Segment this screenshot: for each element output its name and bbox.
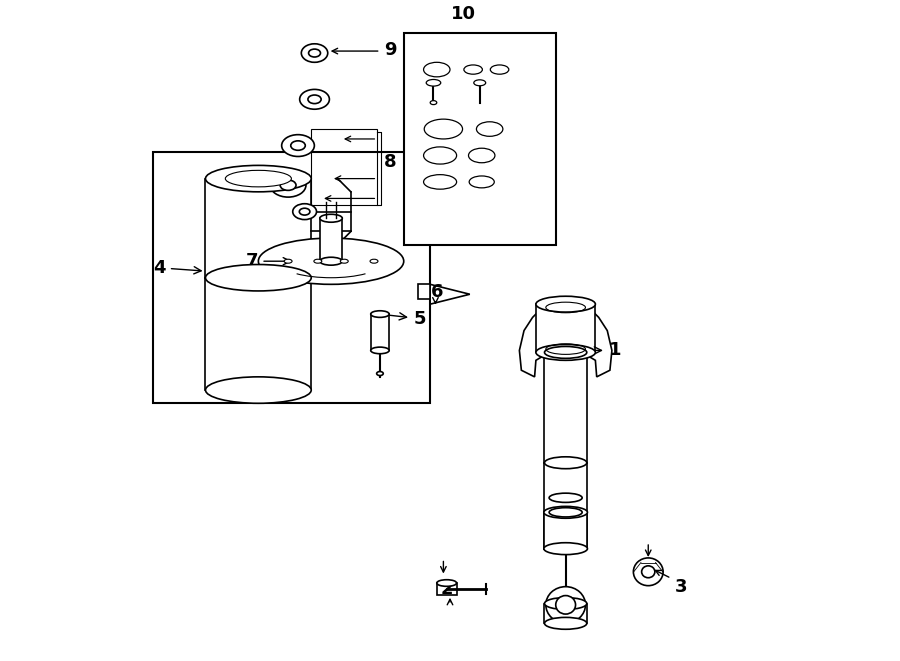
Ellipse shape [469, 176, 494, 188]
PathPatch shape [582, 304, 612, 377]
Ellipse shape [308, 95, 321, 104]
Ellipse shape [545, 587, 586, 623]
Ellipse shape [491, 65, 508, 74]
Bar [557, 352, 574, 498]
Ellipse shape [340, 259, 348, 263]
Text: 3: 3 [675, 578, 688, 596]
Text: 1: 1 [562, 342, 621, 360]
Ellipse shape [258, 238, 404, 284]
Text: 5: 5 [382, 310, 427, 328]
Ellipse shape [205, 377, 311, 403]
Text: 8: 8 [384, 153, 397, 171]
Bar [371, 314, 389, 350]
Ellipse shape [284, 259, 292, 263]
Ellipse shape [225, 171, 292, 187]
Ellipse shape [280, 180, 296, 190]
Ellipse shape [370, 259, 378, 263]
Ellipse shape [371, 347, 389, 354]
Ellipse shape [544, 598, 587, 609]
Ellipse shape [300, 208, 310, 215]
Ellipse shape [549, 508, 582, 517]
Bar [544, 603, 587, 623]
Ellipse shape [300, 89, 329, 109]
Ellipse shape [427, 79, 441, 86]
Ellipse shape [555, 596, 576, 614]
Ellipse shape [320, 257, 342, 265]
Ellipse shape [469, 148, 495, 163]
Ellipse shape [424, 119, 463, 139]
Ellipse shape [424, 62, 450, 77]
Ellipse shape [302, 44, 328, 62]
Bar [153, 152, 430, 403]
Ellipse shape [205, 165, 311, 192]
Ellipse shape [424, 147, 456, 164]
Ellipse shape [642, 566, 655, 578]
Ellipse shape [282, 135, 314, 157]
Ellipse shape [544, 506, 588, 518]
Ellipse shape [544, 617, 587, 629]
Ellipse shape [430, 100, 436, 104]
Ellipse shape [291, 141, 305, 150]
Ellipse shape [436, 580, 456, 586]
Ellipse shape [549, 493, 582, 502]
Ellipse shape [292, 204, 317, 219]
Bar [205, 178, 311, 390]
Polygon shape [430, 284, 470, 304]
Text: 10: 10 [451, 5, 476, 23]
Text: 6: 6 [430, 283, 443, 301]
Ellipse shape [371, 311, 389, 317]
Bar [436, 583, 456, 595]
Ellipse shape [376, 371, 383, 375]
Text: 7: 7 [246, 253, 291, 270]
Bar [320, 218, 342, 261]
Ellipse shape [536, 296, 596, 312]
Bar [549, 498, 582, 512]
Ellipse shape [544, 457, 587, 469]
Ellipse shape [634, 558, 663, 586]
Ellipse shape [464, 65, 482, 74]
Bar [544, 463, 587, 549]
Text: 9: 9 [384, 41, 396, 59]
PathPatch shape [519, 304, 549, 377]
Bar [418, 284, 430, 299]
Text: 2: 2 [440, 580, 453, 598]
Ellipse shape [536, 344, 596, 360]
Ellipse shape [424, 175, 456, 189]
Ellipse shape [544, 543, 588, 555]
Ellipse shape [309, 49, 320, 57]
Text: 4: 4 [153, 259, 202, 277]
Bar [544, 512, 588, 549]
Ellipse shape [473, 80, 486, 86]
Bar [544, 352, 587, 463]
Bar [404, 33, 555, 245]
Bar [536, 304, 596, 352]
Ellipse shape [205, 264, 311, 291]
Ellipse shape [544, 346, 587, 358]
Ellipse shape [320, 214, 342, 222]
Ellipse shape [476, 122, 503, 136]
Ellipse shape [314, 259, 322, 263]
Ellipse shape [270, 173, 306, 197]
Bar [311, 129, 377, 205]
